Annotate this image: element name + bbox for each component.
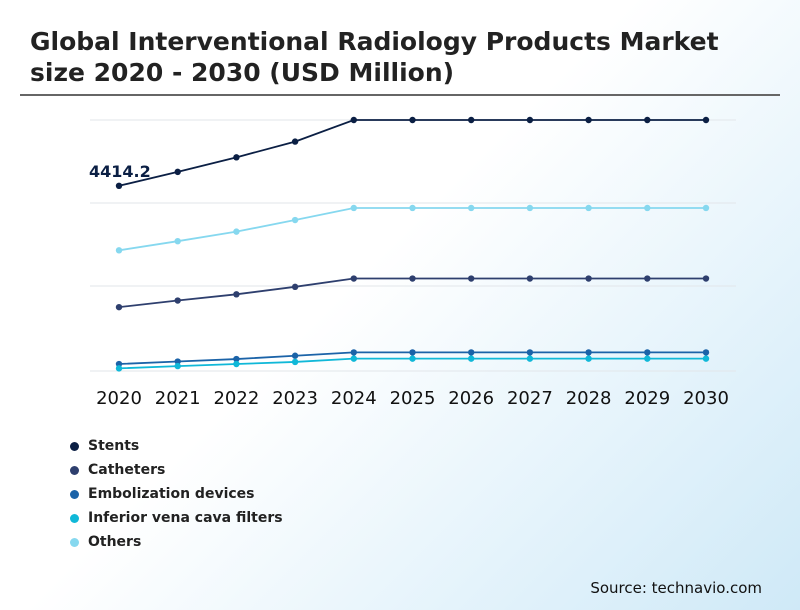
data-point (526, 275, 534, 282)
x-axis: 2020 2021 2022 2023 2024 2025 2026 2027 2028 2029… (96, 388, 729, 409)
legend-item: Catheters (70, 458, 283, 482)
x-tick-label: 2026 (448, 388, 494, 409)
data-point (409, 204, 416, 212)
title-divider (20, 94, 780, 96)
data-point (526, 204, 534, 212)
legend-label: Stents (88, 438, 140, 454)
x-tick-label: 2028 (566, 388, 612, 409)
legend-item: Others (70, 530, 283, 554)
annotations: 4414.2 (89, 162, 151, 181)
data-point (468, 275, 475, 282)
series-line (118, 119, 706, 187)
data-point (468, 116, 475, 124)
data-point (585, 349, 592, 356)
data-point (644, 116, 651, 124)
data-point (174, 358, 181, 365)
data-point (233, 154, 240, 161)
data-point (526, 355, 534, 362)
data-point (409, 275, 416, 282)
data-point (350, 275, 357, 282)
data-point (644, 355, 651, 362)
series-catheters (115, 275, 710, 311)
series-others (115, 204, 710, 254)
legend-swatch (70, 513, 79, 523)
data-point (233, 355, 240, 363)
data-point (585, 204, 592, 212)
legend-label: Embolization devices (88, 486, 255, 502)
legend-swatch (70, 441, 79, 451)
legend: Stents Catheters Embolization devices Infer… (70, 434, 283, 554)
data-point (702, 204, 710, 212)
data-point (291, 138, 299, 145)
data-point (468, 204, 475, 212)
data-point (233, 291, 240, 298)
legend-item: Stents (70, 434, 283, 458)
source-credit: Source: technavio.com (590, 579, 762, 597)
x-tick-label: 2022 (213, 388, 259, 409)
data-point (350, 204, 357, 212)
data-point (115, 303, 123, 311)
data-point (350, 116, 357, 124)
data-point (291, 352, 299, 359)
x-tick-label: 2025 (390, 388, 436, 409)
x-tick-label: 2029 (624, 388, 670, 409)
data-point (409, 116, 416, 124)
legend-label: Catheters (88, 462, 166, 478)
legend-label: Inferior vena cava filters (88, 510, 283, 526)
data-point (115, 182, 123, 190)
x-tick-label: 2030 (683, 388, 729, 409)
legend-item: Embolization devices (70, 482, 283, 506)
data-point (350, 349, 357, 356)
data-point (350, 355, 357, 362)
legend-item: Inferior vena cava filters (70, 506, 283, 530)
legend-swatch (70, 465, 79, 475)
data-point (291, 358, 299, 366)
data-point (291, 283, 299, 291)
data-point (409, 349, 416, 356)
gridlines (90, 119, 736, 372)
chart-title: Global Interventional Radiology Products… (30, 27, 719, 87)
data-point (233, 360, 240, 368)
data-point (526, 349, 534, 356)
data-point (174, 362, 181, 370)
data-point (702, 355, 710, 362)
x-tick-label: 2024 (331, 388, 377, 409)
data-point (174, 297, 181, 304)
data-point (115, 247, 123, 254)
data-label: 4414.2 (89, 162, 151, 181)
data-point (644, 204, 651, 212)
data-point (585, 275, 592, 282)
data-point (526, 116, 534, 124)
data-point (468, 355, 475, 362)
data-point (585, 355, 592, 362)
data-point (468, 349, 475, 356)
x-tick-label: 2027 (507, 388, 553, 409)
data-point (644, 349, 651, 356)
data-point (702, 275, 710, 282)
series-line (118, 277, 706, 309)
data-point (233, 228, 240, 235)
legend-swatch (70, 537, 79, 547)
x-tick-label: 2021 (155, 388, 201, 409)
legend-label: Others (88, 534, 142, 550)
series-stents (115, 116, 710, 190)
x-tick-label: 2023 (272, 388, 318, 409)
data-point (174, 237, 181, 245)
legend-swatch (70, 489, 79, 499)
data-point (702, 116, 710, 124)
data-point (291, 216, 299, 224)
series-inferior-vena-cava-filters (115, 355, 710, 372)
data-point (702, 349, 710, 356)
series-embolization-devices (115, 349, 710, 368)
series-lines (115, 116, 710, 372)
data-point (409, 355, 416, 362)
data-point (644, 275, 651, 282)
data-point (115, 365, 123, 372)
series-line (118, 207, 706, 252)
data-point (585, 116, 592, 124)
x-tick-label: 2020 (96, 388, 142, 409)
data-point (174, 168, 181, 176)
